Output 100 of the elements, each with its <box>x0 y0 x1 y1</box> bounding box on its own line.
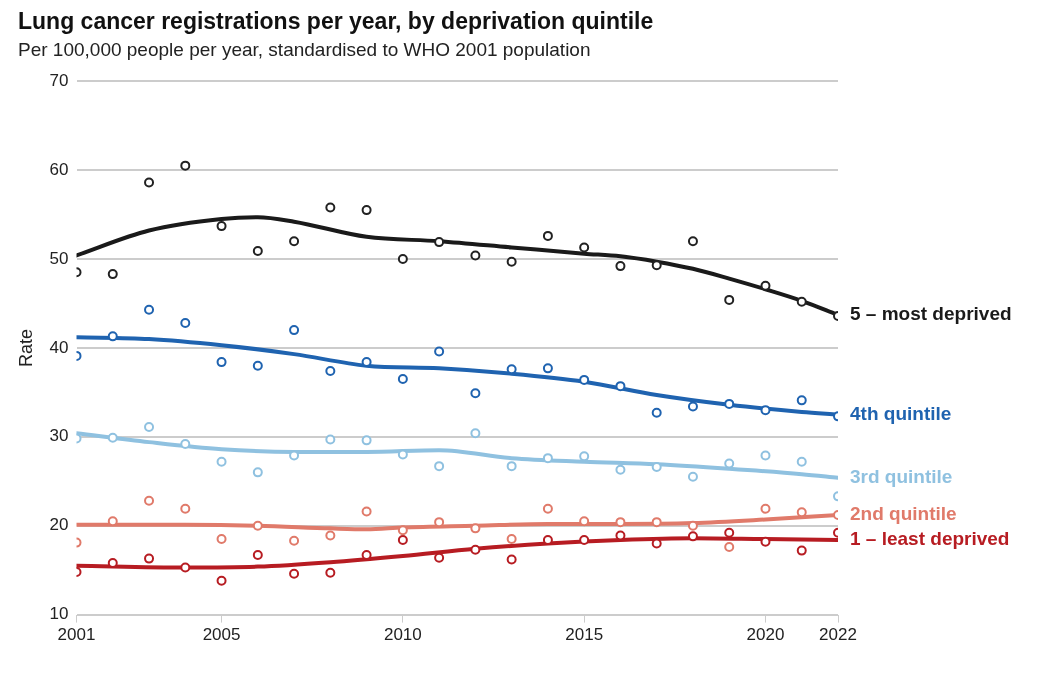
point <box>252 360 263 371</box>
point <box>470 250 481 261</box>
point <box>252 550 263 561</box>
x-tick-label: 2022 <box>819 625 857 645</box>
point <box>397 525 408 536</box>
point <box>107 269 118 280</box>
point <box>325 434 336 445</box>
point <box>289 568 300 579</box>
chart-subtitle: Per 100,000 people per year, standardised to WHO 2001 population <box>18 39 592 61</box>
y-tick-label: 40 <box>49 337 69 357</box>
y-tick-label: 60 <box>49 159 69 179</box>
point <box>289 325 300 336</box>
point <box>651 462 662 473</box>
point <box>470 428 481 439</box>
point <box>144 553 155 564</box>
point <box>760 536 771 547</box>
point <box>180 438 191 449</box>
point <box>470 388 481 399</box>
point <box>579 374 590 385</box>
point <box>434 461 445 472</box>
point <box>470 523 481 534</box>
point <box>615 464 626 475</box>
point <box>542 453 553 464</box>
point <box>796 395 807 406</box>
point <box>687 401 698 412</box>
point <box>760 503 771 514</box>
series-label: 2nd quintile <box>850 503 957 525</box>
series-label: 3rd quintile <box>850 465 953 487</box>
line-series <box>76 431 838 480</box>
point <box>687 471 698 482</box>
point <box>760 280 771 291</box>
point <box>397 254 408 264</box>
point <box>144 422 155 433</box>
point <box>397 534 408 545</box>
x-tick-label: 2001 <box>57 625 96 645</box>
point <box>615 381 626 392</box>
point <box>542 503 553 514</box>
point <box>107 432 118 443</box>
point <box>325 366 336 377</box>
point <box>579 516 590 527</box>
point <box>651 517 662 528</box>
point <box>180 562 191 573</box>
point <box>506 534 517 545</box>
point <box>180 318 191 329</box>
point <box>724 542 735 553</box>
point <box>216 357 227 368</box>
point <box>760 405 771 416</box>
point <box>361 435 372 446</box>
point <box>542 363 553 374</box>
y-tick-label: 30 <box>49 426 69 446</box>
point <box>361 506 372 517</box>
point <box>289 236 300 247</box>
y-axis-title: Rate <box>15 328 36 367</box>
point <box>651 407 662 418</box>
x-tick-label: 2010 <box>383 625 422 645</box>
point <box>724 398 735 409</box>
point <box>180 160 191 171</box>
y-tick-label: 20 <box>49 515 69 535</box>
point <box>216 575 227 586</box>
point <box>796 545 807 556</box>
point <box>796 296 807 307</box>
chart-title: Lung cancer registrations per year, by deprivation quintile <box>18 8 655 35</box>
point <box>361 205 372 216</box>
point <box>107 331 118 342</box>
point <box>796 456 807 467</box>
point <box>216 221 227 232</box>
point <box>615 261 626 272</box>
point <box>579 242 590 253</box>
point <box>579 534 590 545</box>
point <box>252 467 263 478</box>
point <box>397 374 408 385</box>
point <box>724 527 735 538</box>
point <box>434 346 445 357</box>
series-label: 4th quintile <box>850 402 952 424</box>
point <box>252 246 263 256</box>
x-tick-label: 2015 <box>565 625 604 645</box>
point <box>506 461 517 472</box>
point <box>434 237 445 248</box>
series-label: 5 – most deprived <box>850 303 1012 325</box>
point <box>615 517 626 528</box>
y-tick-label: 70 <box>49 70 69 90</box>
point <box>506 554 517 565</box>
point <box>144 495 155 506</box>
point <box>506 256 517 267</box>
point <box>687 520 698 531</box>
point <box>289 535 300 546</box>
point <box>180 503 191 514</box>
point <box>687 531 698 542</box>
point <box>470 544 481 555</box>
point <box>651 260 662 271</box>
point <box>760 450 771 461</box>
y-tick-label: 10 <box>49 604 69 624</box>
point <box>144 177 155 188</box>
series-label: 1 – least deprived <box>850 528 1010 550</box>
point <box>542 230 553 241</box>
x-tick-label: 2020 <box>746 625 785 645</box>
point <box>216 456 227 467</box>
point <box>687 236 698 247</box>
point <box>325 530 336 541</box>
point <box>325 202 336 213</box>
